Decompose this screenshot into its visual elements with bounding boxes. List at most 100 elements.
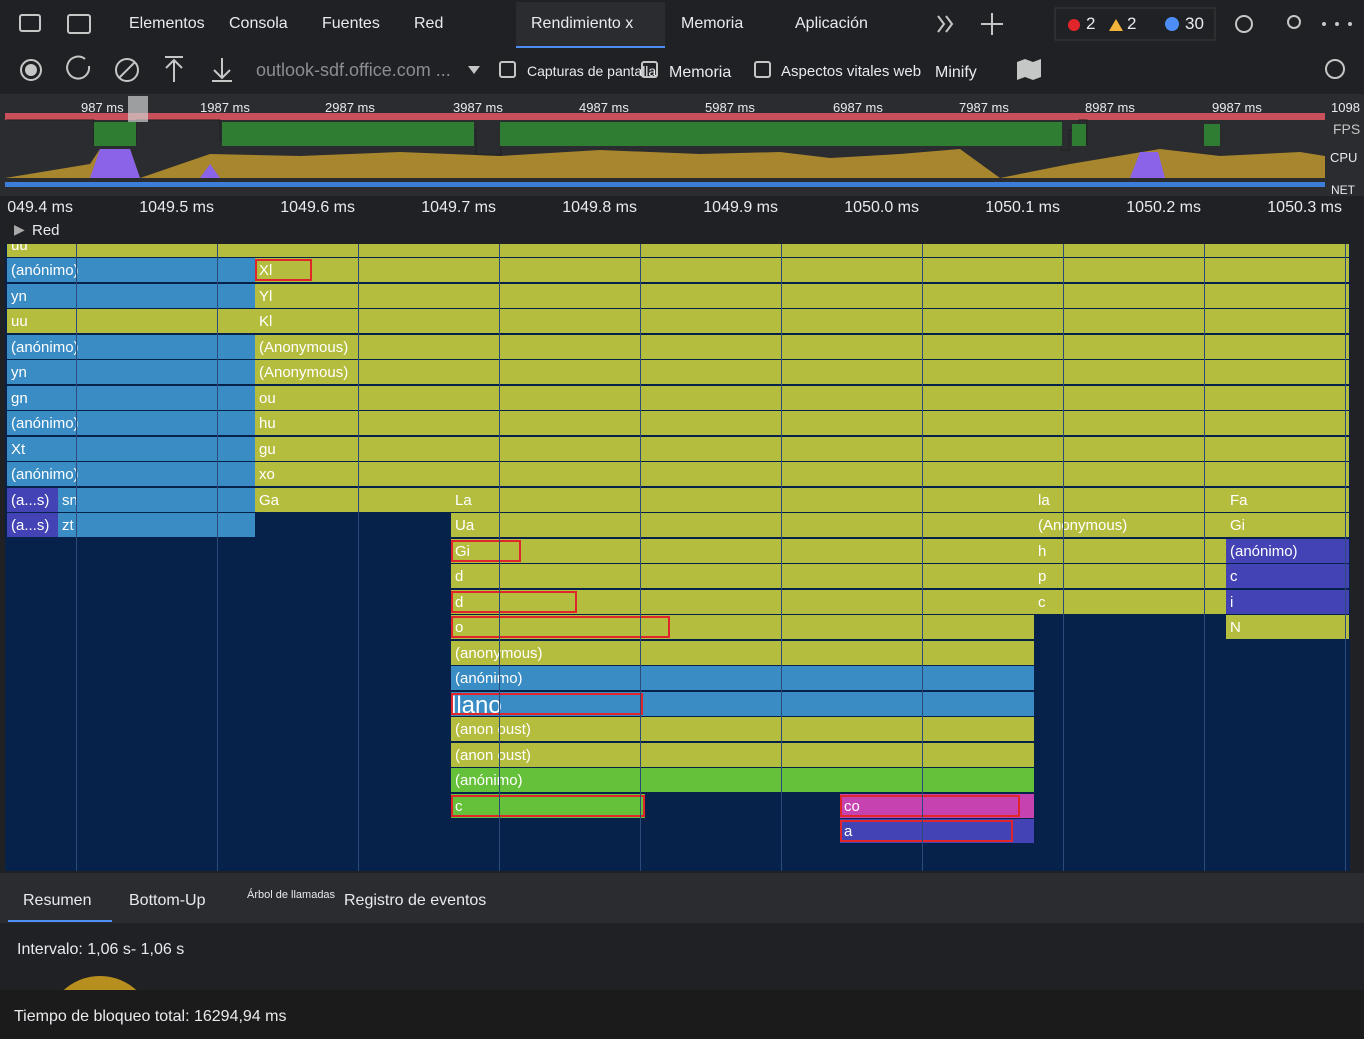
flame-entry[interactable]: (anónimo) xyxy=(7,411,255,435)
overview-tick: 8987 ms xyxy=(1085,100,1135,115)
flame-entry[interactable]: Fa xyxy=(1226,487,1349,512)
warning-count[interactable]: 2 xyxy=(1127,14,1137,33)
tab[interactable]: Red xyxy=(414,15,444,32)
flame-entry[interactable]: a xyxy=(840,819,1034,843)
selection-outline xyxy=(451,616,670,638)
track-label[interactable]: Red xyxy=(32,222,60,239)
flame-entry[interactable]: hu xyxy=(255,411,1349,435)
flame-entry[interactable]: Gi xyxy=(451,538,1034,563)
bottom-tab[interactable]: Resumen xyxy=(23,892,92,909)
minify-button[interactable]: Minify xyxy=(935,64,977,81)
flame-entry[interactable]: (anónimo) xyxy=(7,258,255,282)
message-count[interactable]: 30 xyxy=(1185,14,1204,33)
flame-entry[interactable]: la xyxy=(1034,487,1226,512)
flame-label: N xyxy=(1230,619,1241,636)
selection-outline xyxy=(451,794,645,817)
net-label: NET xyxy=(1331,183,1355,197)
bottom-tab[interactable]: Árbol de llamadas xyxy=(247,889,336,901)
tab[interactable]: Consola xyxy=(229,15,288,32)
flame-entry[interactable]: (Anonymous) xyxy=(255,360,1349,384)
flame-entry[interactable]: (anonymous) xyxy=(451,640,1034,665)
selection-outline xyxy=(451,692,643,715)
flame-entry[interactable]: (anon oust) xyxy=(451,717,1034,741)
flame-entry[interactable]: (Anonymous) xyxy=(255,334,1349,359)
grid-line xyxy=(922,244,923,871)
grid-line xyxy=(1063,244,1064,871)
memory-checkbox[interactable]: Memoria xyxy=(669,64,732,81)
flame-entry[interactable]: gu xyxy=(255,436,1349,461)
flame-label: co xyxy=(844,797,860,815)
flame-entry[interactable]: N xyxy=(1226,615,1349,639)
cpu-label: CPU xyxy=(1330,150,1358,165)
flame-entry[interactable]: yn xyxy=(7,283,255,308)
tab[interactable]: Elementos xyxy=(129,15,205,32)
screenshots-checkbox[interactable]: Capturas de pantalla xyxy=(527,63,657,79)
active-bottom-tab xyxy=(8,920,112,922)
blocking-time: Tiempo de bloqueo total: 16294,94 ms xyxy=(14,1008,287,1025)
ruler-tick: 1050.2 ms xyxy=(1126,199,1201,216)
flame-entry[interactable]: o xyxy=(451,615,1034,639)
flame-entry[interactable]: (anónimo) xyxy=(1226,538,1349,563)
flame-entry[interactable]: Gi xyxy=(1226,513,1349,537)
flame-entry[interactable]: (anónimo) xyxy=(7,462,255,486)
flame-entry[interactable]: i xyxy=(1226,589,1349,614)
flame-entry[interactable]: (Anonymous) xyxy=(1034,513,1226,537)
flame-entry[interactable]: h xyxy=(1034,538,1226,563)
flame-entry[interactable]: Ua xyxy=(451,513,1034,537)
flame-entry[interactable]: gn xyxy=(7,385,255,410)
flame-entry[interactable]: sn xyxy=(58,487,255,512)
flame-label: ou xyxy=(259,389,276,407)
overview-tick: 1987 ms xyxy=(200,100,250,115)
tab[interactable]: Rendimiento x xyxy=(531,15,634,32)
flame-entry[interactable]: (a...s) xyxy=(7,513,58,537)
vitals-checkbox[interactable]: Aspectos vitales web xyxy=(781,63,922,80)
flame-entry[interactable]: Kl xyxy=(255,309,1349,333)
ruler-tick: 1050.1 ms xyxy=(985,199,1060,216)
flame-entry[interactable]: uu xyxy=(7,309,255,333)
flame-entry[interactable]: llano xyxy=(451,691,1034,716)
flame-label: uu xyxy=(11,313,28,330)
flame-entry[interactable]: uu xyxy=(7,244,1349,257)
flame-entry[interactable]: xo xyxy=(255,462,1349,486)
bottom-tab[interactable]: Bottom-Up xyxy=(129,892,206,909)
flame-entry[interactable]: c xyxy=(451,793,645,818)
flame-entry[interactable]: zt xyxy=(58,513,255,537)
flame-entry[interactable]: ou xyxy=(255,385,1349,410)
flame-entry[interactable]: (a...s) xyxy=(7,487,58,512)
footer xyxy=(0,990,1364,1039)
flame-label: Ga xyxy=(259,491,280,509)
flame-label: zt xyxy=(62,517,74,534)
flame-entry[interactable]: Yl xyxy=(255,283,1349,308)
flame-entry[interactable]: p xyxy=(1034,564,1226,588)
icons xyxy=(19,7,1352,82)
flame-entry[interactable]: (anónimo) xyxy=(7,334,255,359)
flame-entry[interactable]: Xt xyxy=(7,436,255,461)
flame-label: o xyxy=(455,619,464,636)
flame-entry[interactable]: (anónimo) xyxy=(451,768,1034,792)
flame-entry[interactable]: Xl xyxy=(255,258,1349,282)
tab[interactable]: Aplicación xyxy=(795,15,868,32)
flame-entry[interactable]: (anónimo) xyxy=(451,666,1034,690)
active-tab xyxy=(516,2,665,48)
flame-entry[interactable]: d xyxy=(451,589,1034,614)
tab[interactable]: Memoria xyxy=(681,15,744,32)
flame-label: (anonymous) xyxy=(455,645,543,662)
grid-line xyxy=(781,244,782,871)
error-count[interactable]: 2 xyxy=(1086,14,1096,33)
flame-entry[interactable]: Ga xyxy=(255,487,451,512)
flame-entry[interactable]: co xyxy=(840,793,1034,818)
flame-entry[interactable]: yn xyxy=(7,360,255,384)
flame-entry[interactable]: d xyxy=(451,564,1034,588)
flame-entry[interactable]: (anon oust) xyxy=(451,742,1034,767)
overview-tick: 9987 ms xyxy=(1212,100,1262,115)
url-select[interactable]: outlook-sdf.office.com ... xyxy=(256,60,451,80)
flame-entry[interactable]: c xyxy=(1034,589,1226,614)
tab[interactable]: Fuentes xyxy=(322,15,380,32)
flame-label: hu xyxy=(259,415,276,432)
flame-entry[interactable]: La xyxy=(451,487,1034,512)
selection-outline xyxy=(840,794,1020,817)
track-arrow[interactable]: ▶ xyxy=(14,221,25,237)
bottom-tab[interactable]: Registro de eventos xyxy=(344,892,487,909)
flame-entry[interactable]: c xyxy=(1226,564,1349,588)
flame-label: Xt xyxy=(11,440,26,458)
